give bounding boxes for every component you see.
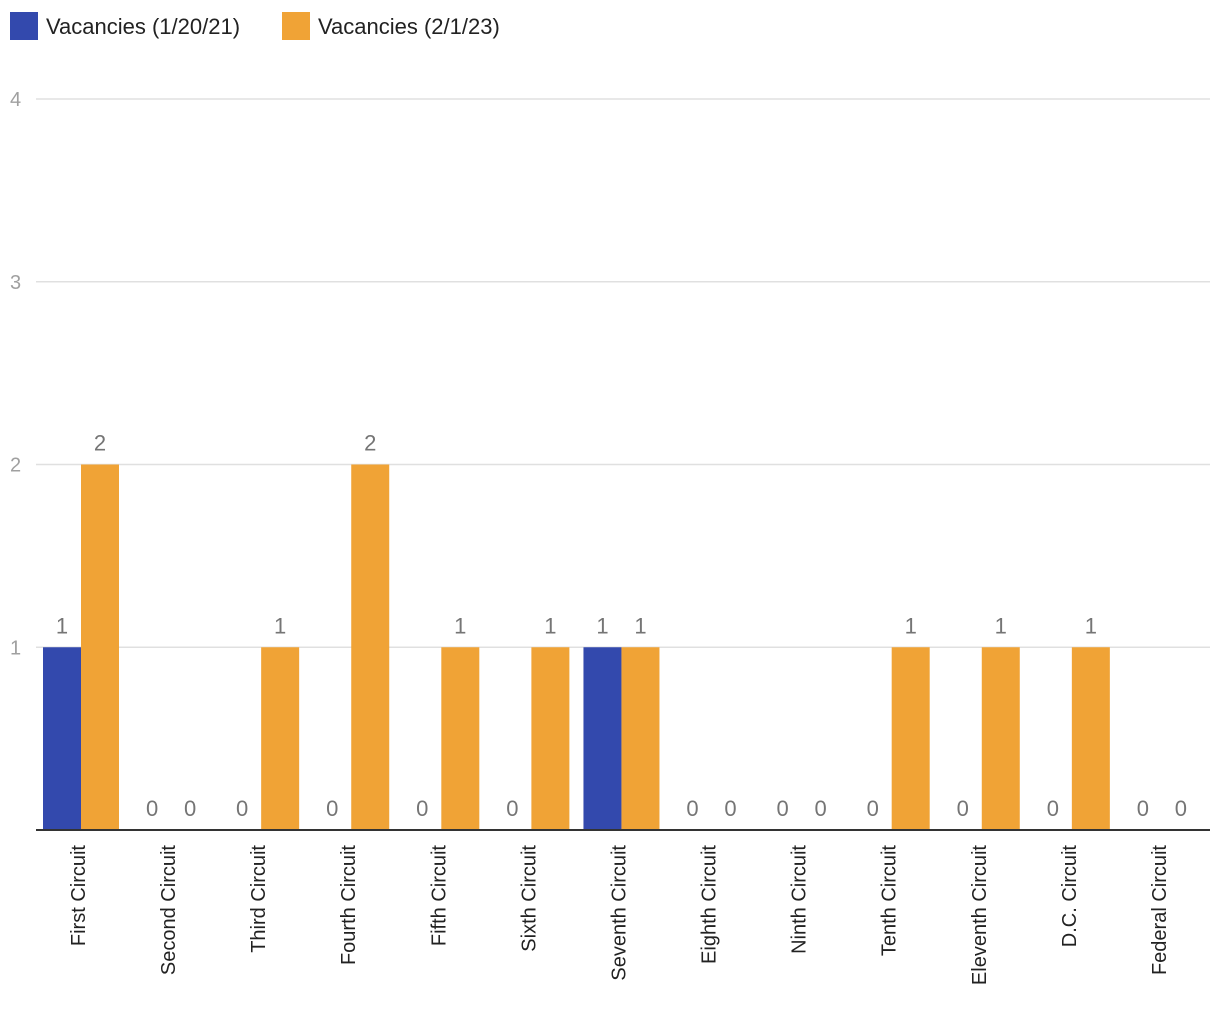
legend-label-series-2: Vacancies (2/1/23) [318,14,500,39]
data-label: 1 [544,613,556,638]
data-label: 0 [724,796,736,821]
data-label: 0 [867,796,879,821]
x-tick-label: Eighth Circuit [699,845,721,964]
x-tick-label: Federal Circuit [1149,845,1171,975]
data-label: 0 [1175,796,1187,821]
data-labels: 1 2 0 0 0 1 0 2 0 1 0 1 1 1 0 0 0 0 0 1 0 1 0 1 0 0 [56,431,1187,822]
data-label: 0 [506,796,518,821]
x-tick-label: Fifth Circuit [428,845,450,947]
bar [531,647,570,830]
bars [43,464,1110,830]
y-tick-label: 2 [10,455,21,477]
bar [621,647,660,830]
data-label: 0 [1137,796,1149,821]
y-axis: 1 2 3 4 [10,89,21,659]
x-tick-label: Eleventh Circuit [969,845,991,986]
data-label: 0 [1047,796,1059,821]
bar [351,464,390,830]
bar [891,647,930,830]
gridlines [36,98,1210,648]
y-tick-label: 4 [10,89,21,111]
y-tick-label: 1 [10,637,21,659]
x-tick-label: Second Circuit [158,845,180,976]
x-tick-label: First Circuit [68,845,90,947]
data-label: 1 [995,613,1007,638]
data-label: 2 [364,431,376,456]
data-label: 0 [416,796,428,821]
x-tick-label: Seventh Circuit [608,845,630,981]
bar [43,647,81,830]
data-label: 1 [905,613,917,638]
x-tick-label: Sixth Circuit [518,845,540,952]
data-label: 1 [274,613,286,638]
data-label: 1 [454,613,466,638]
data-label: 1 [596,613,608,638]
bar [81,464,119,830]
data-label: 0 [776,796,788,821]
x-axis: First Circuit Second Circuit Third Circuit… [68,845,1171,986]
bar [1071,647,1110,830]
bar [441,647,480,830]
legend-swatch-series-2 [282,12,310,40]
x-tick-label: D.C. Circuit [1059,845,1081,948]
data-label: 0 [184,796,196,821]
data-label: 0 [814,796,826,821]
x-tick-label: Fourth Circuit [338,845,360,965]
data-label: 0 [236,796,248,821]
data-label: 0 [957,796,969,821]
legend-label-series-1: Vacancies (1/20/21) [46,14,240,39]
data-label: 0 [146,796,158,821]
data-label: 0 [686,796,698,821]
data-label: 1 [56,613,68,638]
data-label: 1 [634,613,646,638]
x-tick-label: Third Circuit [248,845,270,953]
y-tick-label: 3 [10,272,21,294]
legend-swatch-series-1 [10,12,38,40]
bar [583,647,622,830]
bar [261,647,300,830]
x-tick-label: Ninth Circuit [789,845,811,954]
x-tick-label: Tenth Circuit [879,845,901,957]
bar [981,647,1020,830]
data-label: 2 [94,431,106,456]
legend: Vacancies (1/20/21) Vacancies (2/1/23) [10,12,500,40]
data-label: 0 [326,796,338,821]
data-label: 1 [1085,613,1097,638]
